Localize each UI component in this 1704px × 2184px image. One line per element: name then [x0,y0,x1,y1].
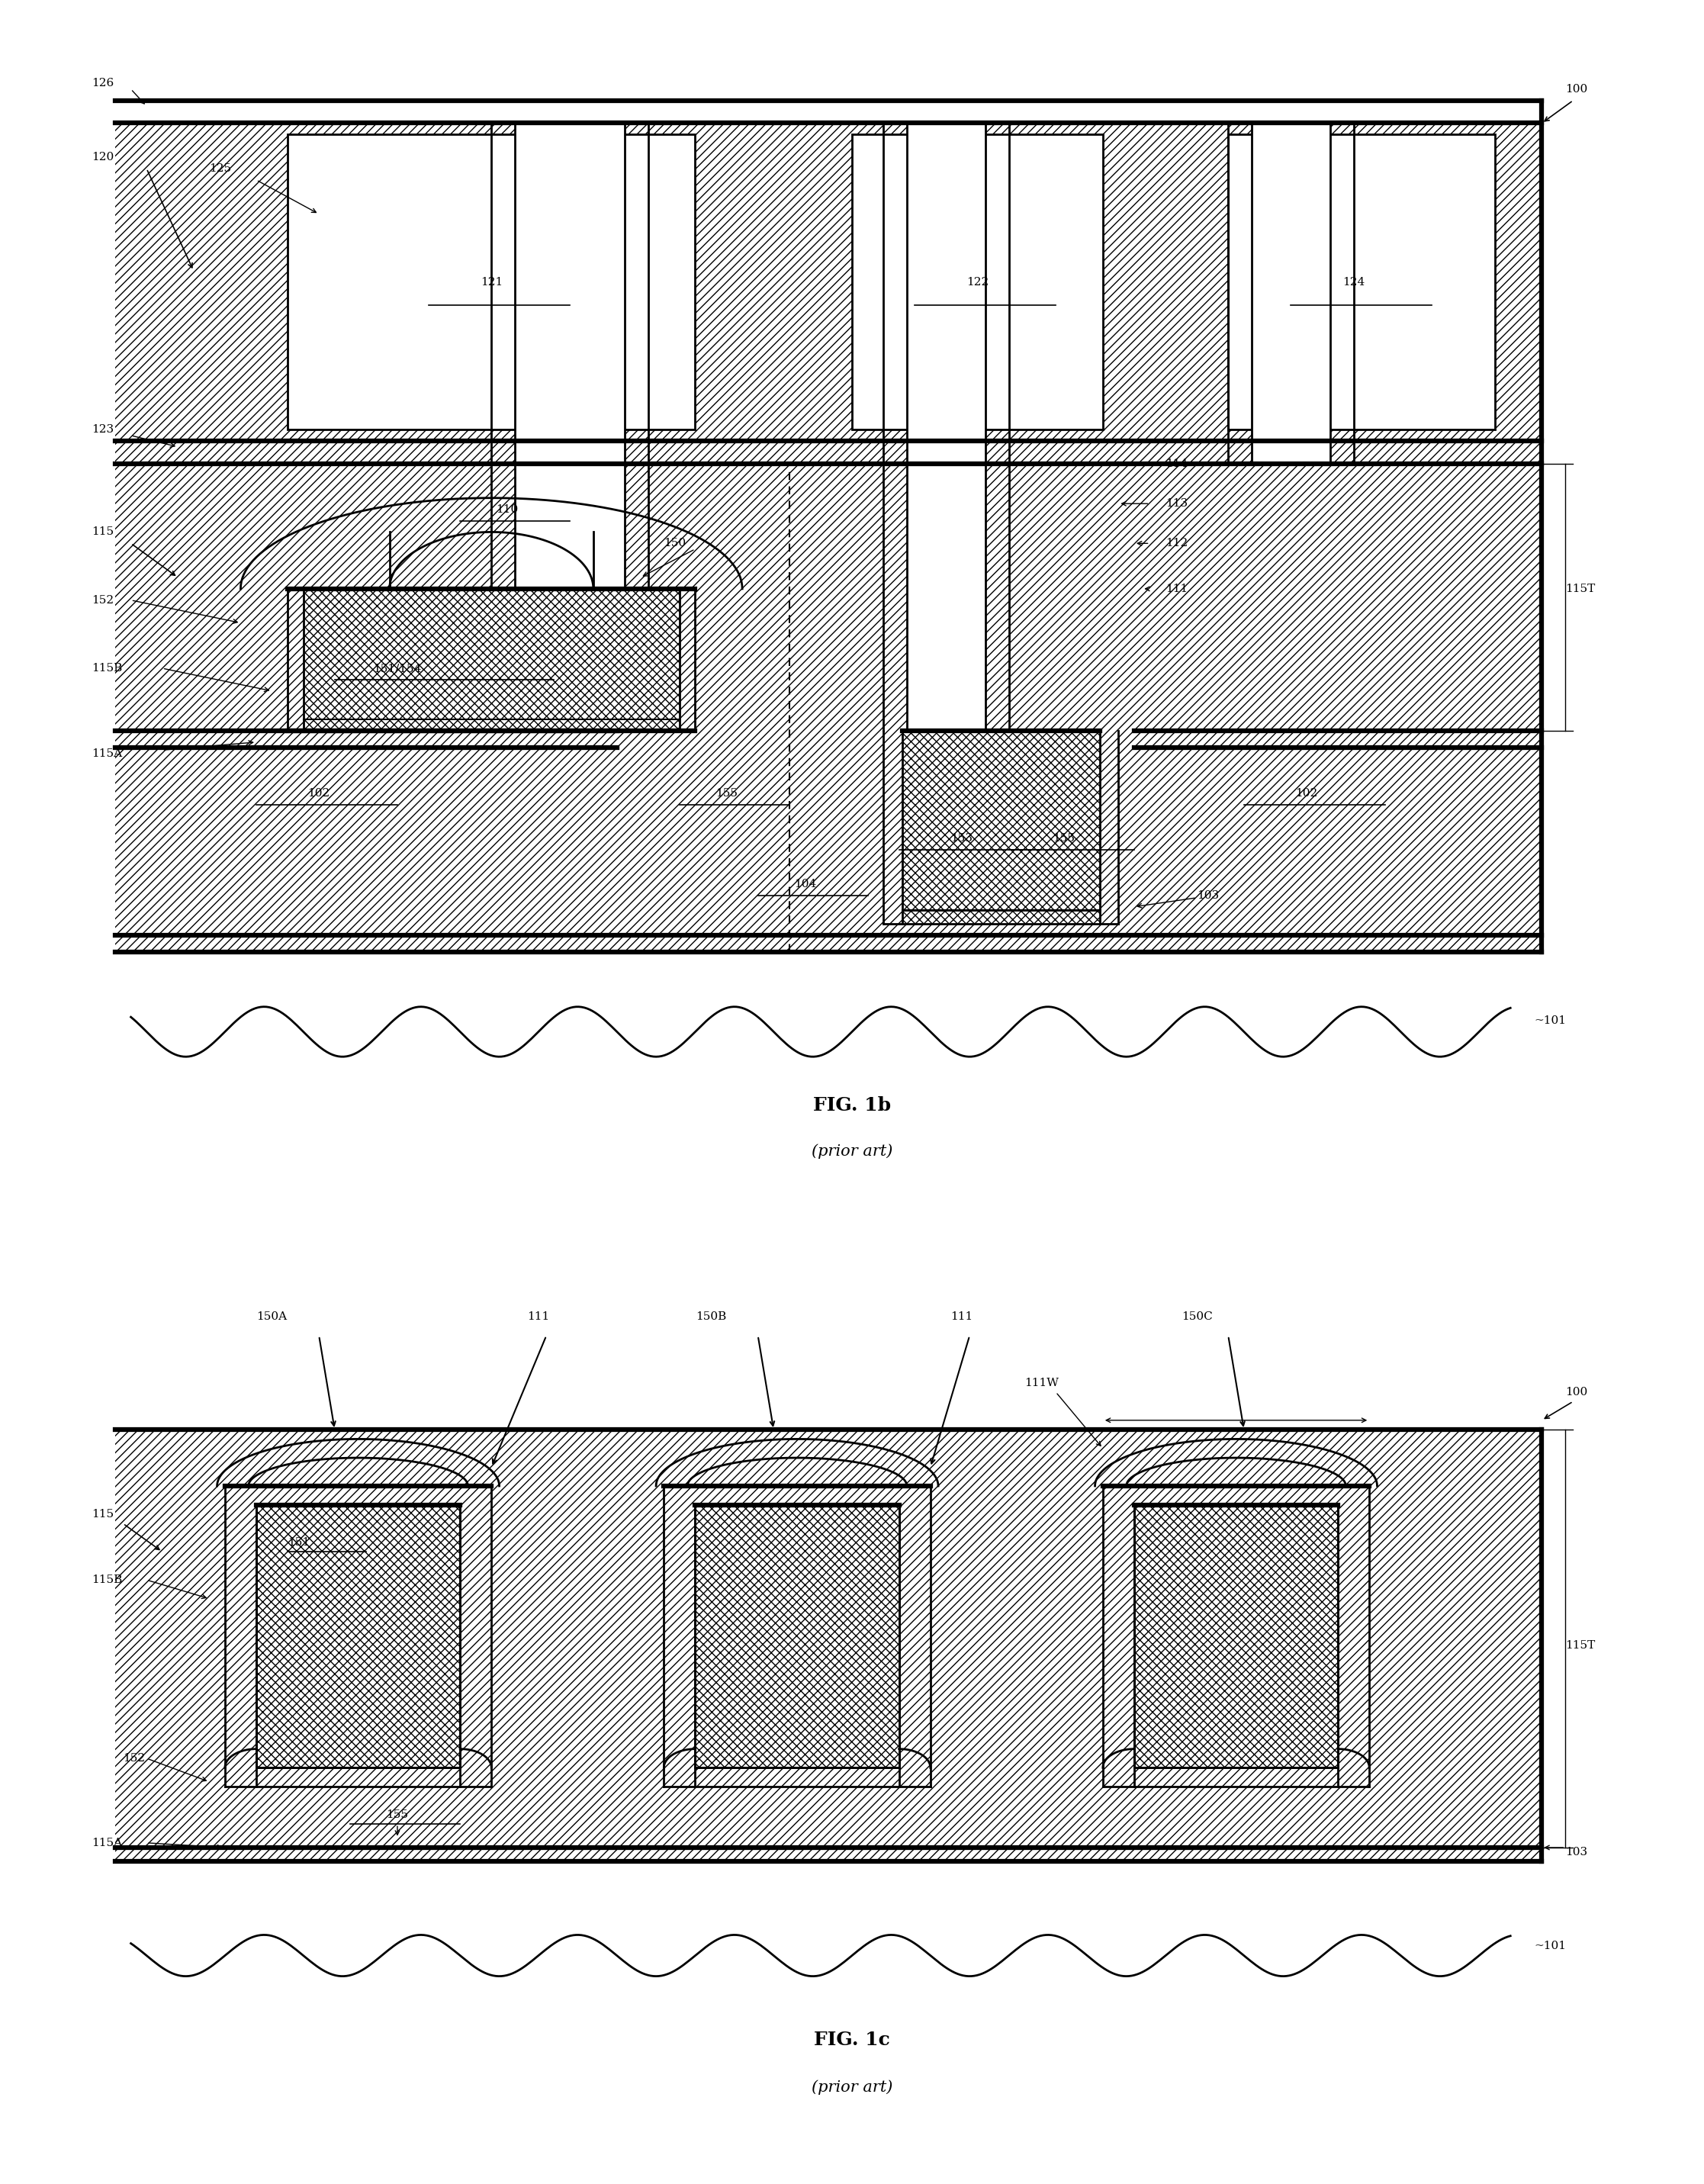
Text: 125: 125 [210,164,232,175]
Text: 124: 124 [1343,277,1365,288]
Bar [116,122,1542,463]
Text: 111: 111 [527,1313,550,1321]
Text: 115T: 115T [1566,1640,1595,1651]
Text: 150A: 150A [257,1313,288,1321]
Text: 120: 120 [92,153,114,162]
Text: 153: 153 [951,834,973,843]
Bar [695,1505,900,1767]
Bar [256,1505,460,1767]
Text: 115B: 115B [92,1575,123,1586]
Text: 114: 114 [1166,459,1188,470]
Bar [288,135,695,430]
Text: FIG. 1c: FIG. 1c [815,2031,889,2049]
Text: 150B: 150B [695,1313,726,1321]
Text: (prior art): (prior art) [811,1144,893,1158]
Text: ~101: ~101 [1534,1016,1566,1026]
Text: 122: 122 [966,277,988,288]
Bar [116,1431,1542,1861]
Text: 151: 151 [288,1538,310,1548]
Bar [515,463,625,590]
Text: 151/154: 151/154 [373,664,421,673]
Bar [1135,1505,1338,1767]
Text: 155: 155 [716,788,738,799]
Text: 111: 111 [951,1313,973,1321]
Text: 123: 123 [92,424,114,435]
Text: 152: 152 [123,1754,145,1765]
Text: 100: 100 [1566,1387,1588,1398]
Text: 103: 103 [1566,1848,1588,1859]
Text: 152: 152 [92,594,114,605]
Bar [901,732,1099,924]
Text: 150: 150 [665,537,687,548]
Text: 126: 126 [92,79,114,90]
Text: 111: 111 [1166,583,1188,594]
Text: 103: 103 [1196,891,1218,900]
Bar [907,122,985,463]
Text: 115: 115 [92,526,114,537]
Bar [852,135,1102,430]
Text: 115: 115 [92,1509,114,1520]
Text: FIG. 1b: FIG. 1b [813,1096,891,1114]
Bar [1229,135,1494,430]
Text: 150C: 150C [1181,1313,1213,1321]
Text: (prior art): (prior art) [811,2079,893,2094]
Text: 115A: 115A [92,1837,123,1848]
Bar [1252,122,1331,463]
Bar [1135,1505,1338,1767]
Text: 112: 112 [1166,537,1188,548]
Text: 155: 155 [1053,834,1075,843]
Text: 110: 110 [496,505,518,515]
Bar [515,122,625,463]
Text: 115T: 115T [1566,583,1595,594]
Text: 102: 102 [1295,788,1317,799]
Text: ~101: ~101 [1534,1942,1566,1952]
Text: 115B: 115B [92,664,123,673]
Text: 113: 113 [1166,498,1188,509]
Text: 155: 155 [387,1808,409,1819]
Bar [907,463,985,732]
Bar [303,590,680,732]
Text: 115A: 115A [92,749,123,758]
Text: 111W: 111W [1024,1378,1058,1389]
Bar [256,1505,460,1767]
Text: 104: 104 [794,878,816,889]
Bar [116,463,1542,952]
Bar [695,1505,900,1767]
Text: 102: 102 [308,788,331,799]
Text: 100: 100 [1566,83,1588,94]
Text: 121: 121 [481,277,503,288]
